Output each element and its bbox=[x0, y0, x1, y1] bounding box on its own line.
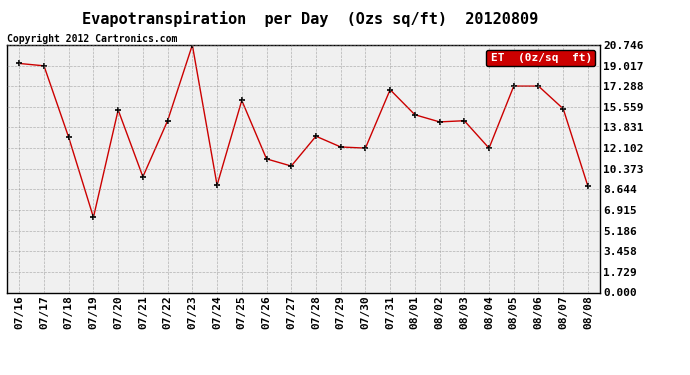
Text: Copyright 2012 Cartronics.com: Copyright 2012 Cartronics.com bbox=[7, 34, 177, 44]
Text: Evapotranspiration  per Day  (Ozs sq/ft)  20120809: Evapotranspiration per Day (Ozs sq/ft) 2… bbox=[82, 11, 539, 27]
Legend: ET  (0z/sq  ft): ET (0z/sq ft) bbox=[486, 50, 595, 66]
